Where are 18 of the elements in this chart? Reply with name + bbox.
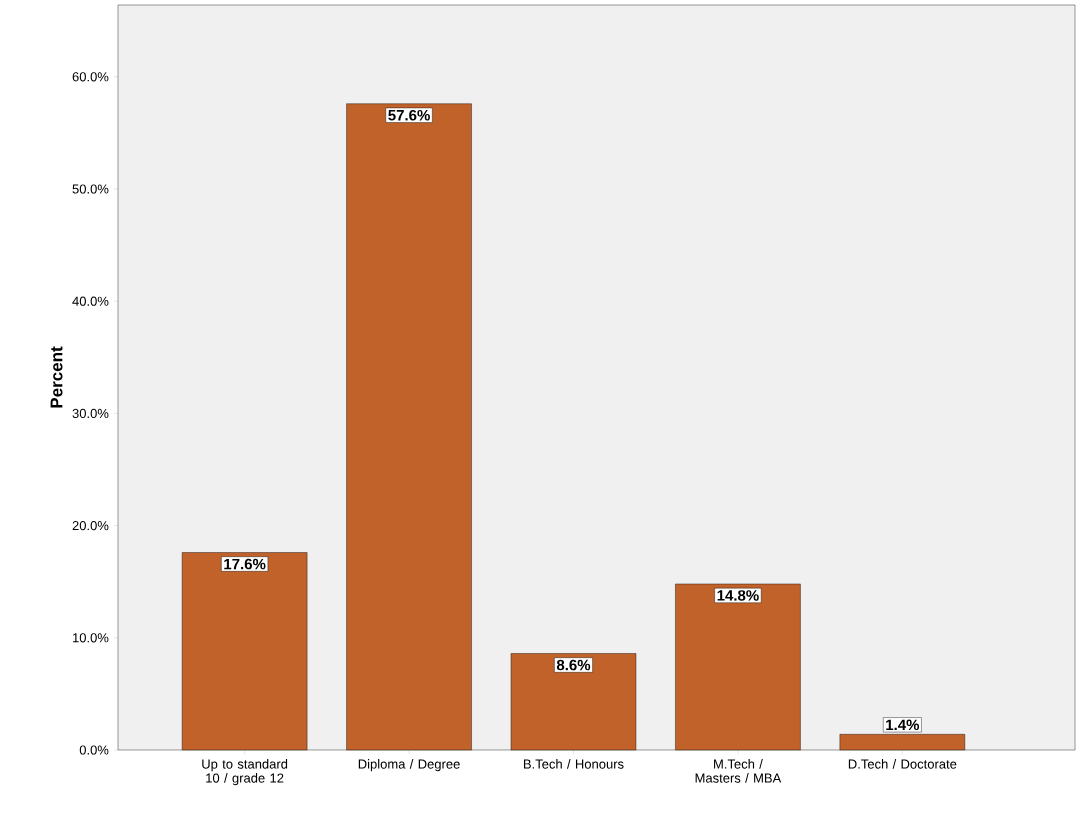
y-axis-title: Percent [50, 346, 63, 408]
x-tick-label: Diploma / Degree [358, 759, 460, 772]
y-tick-label: 30.0% [72, 408, 109, 418]
data-label: 57.6% [388, 109, 430, 121]
data-label: 1.4% [886, 719, 920, 731]
data-label: 17.6% [224, 558, 266, 570]
x-tick-label: M.Tech / Masters / MBA [695, 759, 782, 783]
y-tick-label: 60.0% [72, 72, 109, 82]
x-tick-label: Up to standard 10 / grade 12 [202, 759, 288, 786]
x-tick-label: D.Tech / Doctorate [848, 759, 957, 769]
y-tick-label: 10.0% [73, 633, 109, 643]
data-label: 8.6% [556, 659, 591, 671]
x-tick-label: B.Tech / Honours [523, 759, 624, 769]
y-tick-label: 40.0% [72, 296, 109, 306]
y-tick-label: 20.0% [72, 521, 109, 531]
y-tick-label: 50.0% [72, 184, 109, 194]
data-label: 14.8% [717, 590, 759, 601]
y-tick-label: 0.0% [79, 745, 109, 755]
